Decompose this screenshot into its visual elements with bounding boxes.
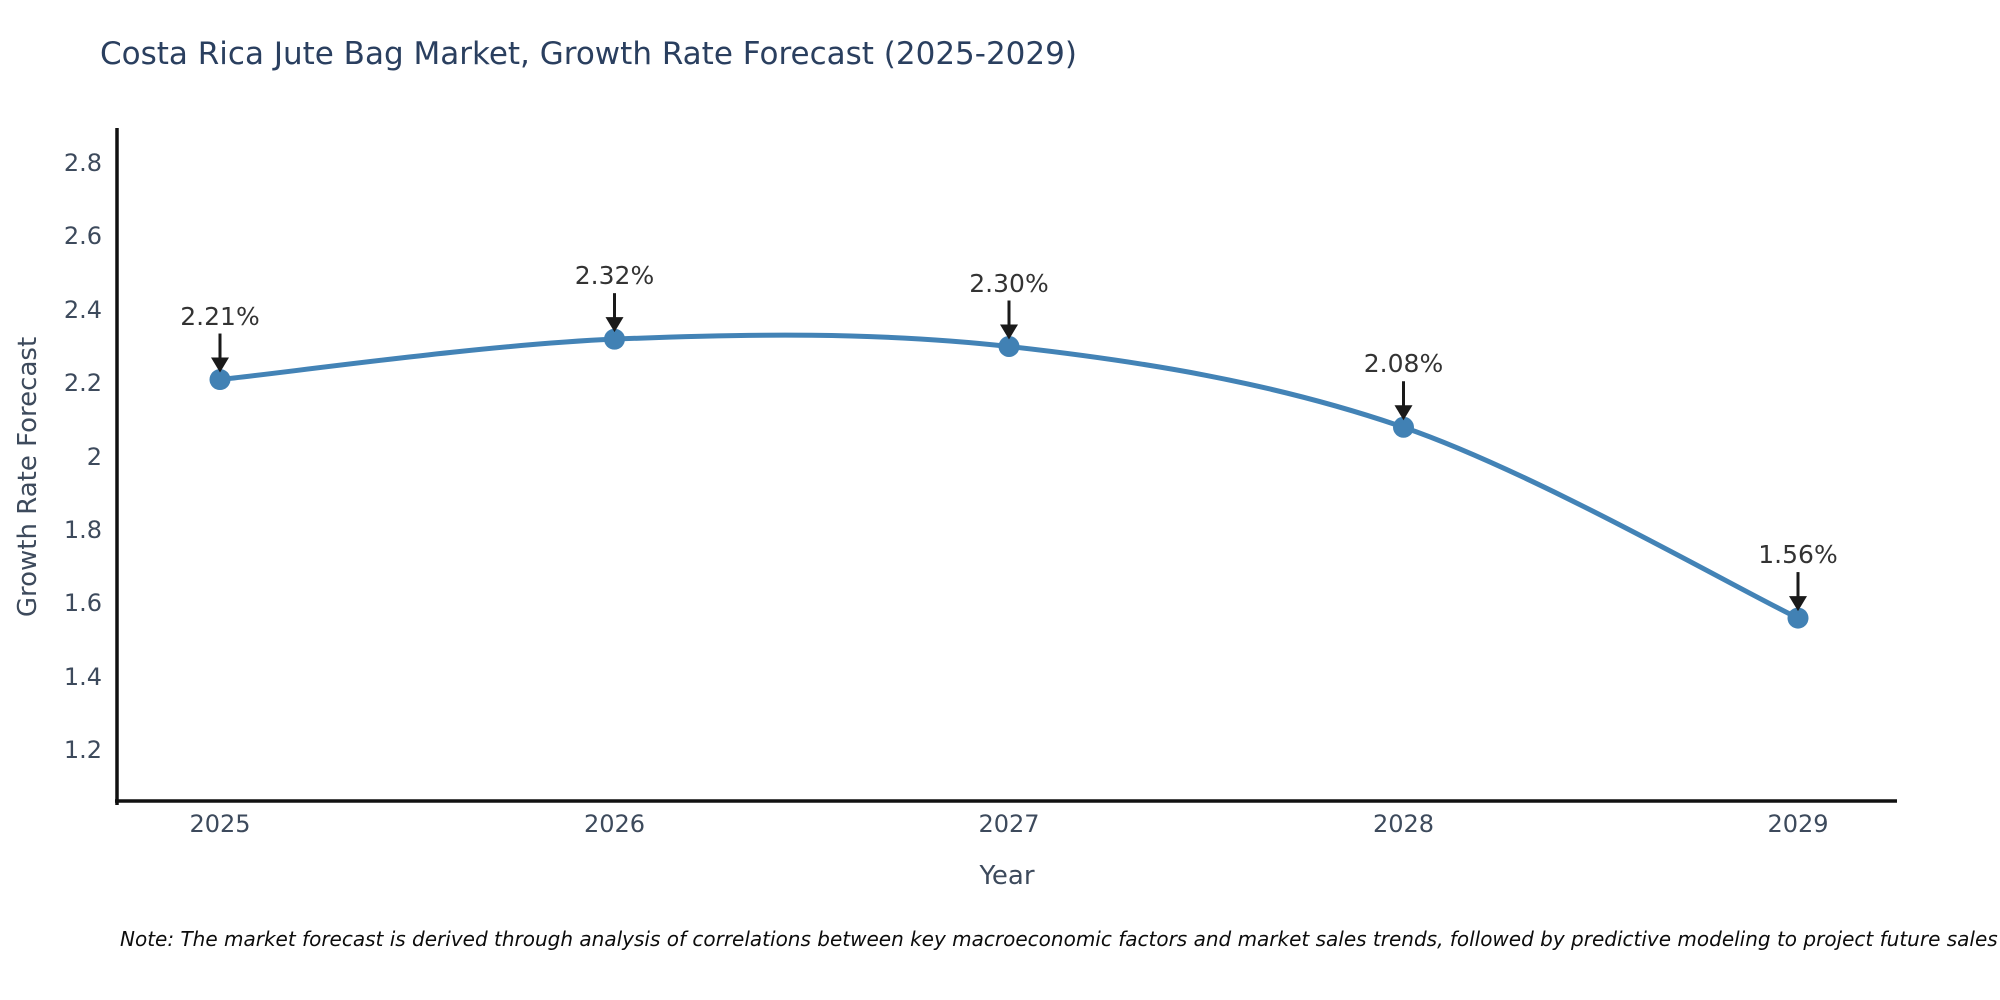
data-point-marker: [209, 369, 231, 391]
y-tick-label: 2.2: [63, 369, 102, 398]
annotation-arrow-head: [605, 317, 624, 333]
x-tick-label: 2027: [978, 810, 1040, 838]
y-tick-label: 1.8: [63, 516, 102, 544]
y-tick-label: 1.6: [63, 589, 102, 618]
point-annotation: 2.32%: [574, 261, 655, 291]
x-tick-label: 2029: [1767, 810, 1829, 838]
footnote: Note: The market forecast is derived thr…: [120, 927, 1998, 951]
annotation-arrow-head: [1394, 405, 1413, 421]
point-annotation: 2.30%: [969, 268, 1049, 298]
data-point-marker: [998, 336, 1020, 357]
y-tick-label: 2.6: [63, 222, 102, 251]
data-point-marker: [604, 328, 625, 350]
annotation-arrow-head: [1000, 324, 1018, 340]
annotation-arrow-head: [211, 357, 229, 373]
point-annotation: 1.56%: [1758, 540, 1838, 570]
point-annotation: 2.21%: [180, 301, 260, 331]
y-tick-label: 2.8: [63, 149, 102, 177]
y-tick-label: 2.4: [63, 295, 102, 324]
data-point-marker: [1787, 607, 1809, 629]
y-tick-label: 2: [86, 442, 102, 471]
data-point-marker: [1393, 416, 1414, 438]
y-tick-label: 1.4: [63, 662, 102, 691]
y-axis-title: Growth Rate Forecast: [13, 336, 43, 618]
chart-title: Costa Rica Jute Bag Market, Growth Rate …: [100, 36, 1077, 72]
y-tick-label: 1.2: [63, 736, 102, 765]
x-tick-label: 2028: [1372, 810, 1435, 838]
x-tick-label: 2025: [189, 810, 251, 838]
forecast-line: [219, 332, 1800, 621]
x-axis-title: Year: [979, 861, 1035, 891]
x-tick-label: 2026: [583, 810, 646, 838]
annotation-arrow-head: [1789, 596, 1807, 612]
point-annotation: 2.08%: [1363, 349, 1444, 379]
